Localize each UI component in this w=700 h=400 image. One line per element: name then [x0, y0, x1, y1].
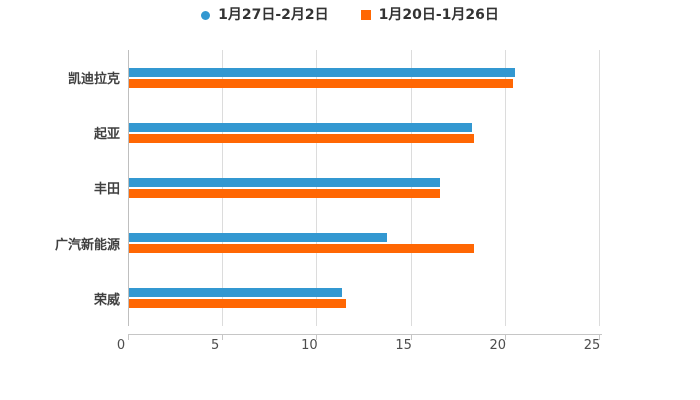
- tick-mark: [316, 334, 318, 340]
- gridline: [222, 50, 224, 326]
- plot-area: [128, 50, 600, 326]
- x-tick-label: 20: [489, 338, 507, 353]
- legend-item-jan20-jan26[interactable]: 1月20日-1月26日: [360, 7, 499, 23]
- bar-blue: [129, 67, 516, 77]
- circle-icon: [201, 10, 211, 20]
- square-icon: [360, 10, 371, 20]
- bar-blue: [129, 122, 472, 132]
- x-tick-label: 25: [583, 338, 601, 353]
- gridline: [599, 50, 600, 326]
- tick-mark: [222, 334, 224, 340]
- gridline: [410, 50, 412, 326]
- category-label: 荣威: [93, 292, 120, 308]
- bar-orange: [129, 189, 440, 198]
- bar-orange: [129, 299, 346, 309]
- bar-blue: [129, 288, 342, 298]
- bar-blue: [129, 233, 388, 243]
- bar-orange: [129, 244, 474, 254]
- tick-mark: [128, 334, 129, 340]
- legend-item-jan27-feb2[interactable]: 1月27日-2月2日: [201, 8, 329, 22]
- legend-label: 1月20日-1月26日: [378, 7, 499, 23]
- gridline: [316, 50, 318, 326]
- x-tick-label: 5: [211, 338, 220, 353]
- x-tick-label: 15: [395, 338, 412, 353]
- y-axis-line: [128, 50, 129, 326]
- tick-mark: [599, 334, 600, 340]
- bar-orange: [129, 133, 474, 143]
- category-label: 凯迪拉克: [67, 72, 120, 88]
- x-tick-label: 0: [116, 338, 126, 353]
- bar-orange: [129, 78, 514, 88]
- legend-label: 1月27日-2月2日: [218, 7, 329, 23]
- category-label: 丰田: [93, 182, 120, 198]
- legend: 1月27日-2月2日 1月20日-1月26日: [0, 4, 700, 26]
- tick-mark: [410, 334, 412, 340]
- category-label: 起亚: [93, 127, 120, 143]
- tick-mark: [504, 334, 506, 340]
- category-label: 广汽新能源: [54, 237, 120, 253]
- gridline: [504, 50, 506, 326]
- bar-blue: [129, 178, 440, 187]
- x-tick-label: 10: [301, 338, 318, 353]
- x-axis-line: [128, 334, 602, 335]
